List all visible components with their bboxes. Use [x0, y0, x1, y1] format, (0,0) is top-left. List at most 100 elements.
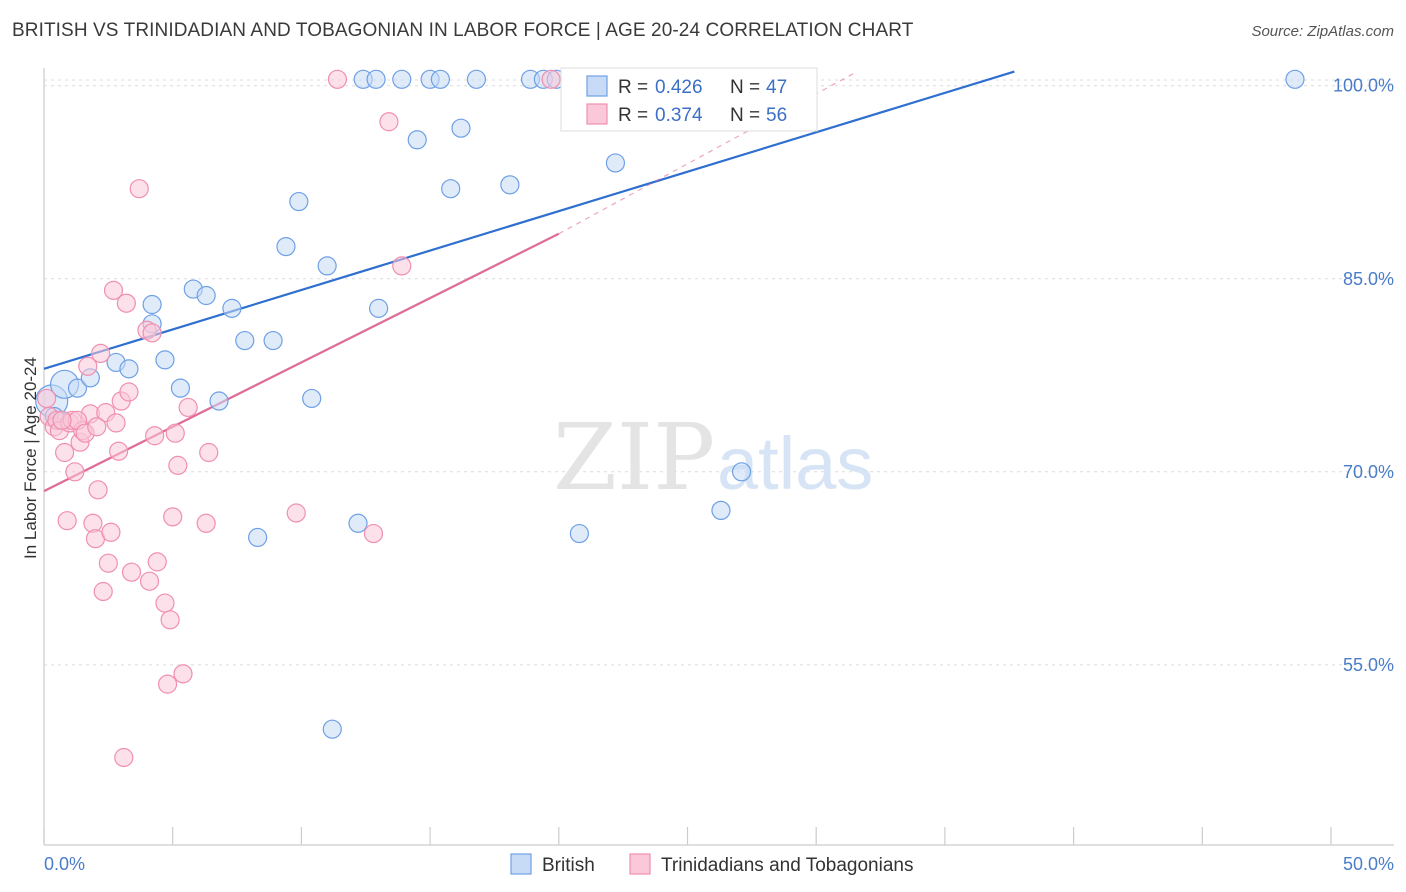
data-point-british — [317, 256, 337, 276]
chart-title: BRITISH VS TRINIDADIAN AND TOBAGONIAN IN… — [12, 20, 914, 41]
legend-n-value: 56 — [766, 105, 787, 126]
data-point-trinidadian — [157, 674, 178, 694]
data-point-british — [276, 236, 296, 257]
y-tick-label: 55.0% — [1343, 655, 1394, 675]
axes — [43, 68, 1394, 846]
data-point-trinidadian — [121, 562, 142, 582]
data-point-british — [731, 462, 752, 482]
data-point-british — [170, 378, 191, 398]
data-point-british — [451, 118, 471, 138]
trend-line-british — [43, 70, 1015, 370]
data-point-trinidadian — [36, 388, 57, 409]
data-point-british — [392, 69, 412, 89]
watermark: ZIP atlas — [553, 404, 873, 511]
data-point-trinidadian — [88, 480, 108, 500]
data-point-british — [209, 391, 229, 411]
data-point-british — [235, 330, 255, 351]
data-point-british — [322, 719, 342, 739]
data-point-british — [466, 69, 487, 89]
legend-n-label: N = — [730, 105, 760, 126]
data-point-trinidadian — [196, 513, 216, 533]
chart-source: Source: ZipAtlas.com — [1251, 23, 1394, 40]
data-point-trinidadian — [155, 593, 175, 613]
data-point-trinidadian — [199, 442, 219, 463]
data-point-british — [569, 523, 589, 544]
data-point-trinidadian — [173, 664, 193, 684]
data-point-trinidadian — [327, 69, 348, 89]
series-legend-label: Trinidadians and Tobagonians — [661, 855, 913, 876]
data-point-trinidadian — [101, 522, 121, 542]
data-point-british — [366, 69, 386, 89]
legend-r-value: 0.374 — [655, 105, 703, 126]
data-point-trinidadian — [286, 503, 306, 523]
data-point-british — [248, 527, 268, 548]
legend-r-label: R = — [618, 105, 648, 126]
watermark-zip: ZIP — [553, 404, 715, 511]
data-point-british — [119, 359, 139, 379]
data-point-trinidadian — [392, 256, 412, 276]
legend-r-value: 0.426 — [655, 77, 703, 98]
data-point-trinidadian — [109, 441, 129, 461]
series-legend-label: British — [542, 855, 595, 876]
data-point-british — [605, 153, 626, 173]
data-point-british — [263, 330, 283, 351]
data-point-british — [222, 298, 242, 318]
series-legend-swatch — [629, 853, 651, 875]
y-tick-label: 70.0% — [1343, 462, 1394, 482]
data-point-trinidadian — [541, 69, 561, 89]
data-point-trinidadian — [168, 455, 188, 475]
data-point-trinidadian — [363, 523, 384, 544]
data-point-trinidadian — [114, 747, 134, 768]
y-axis-label: In Labor Force | Age 20-24 — [21, 357, 40, 559]
data-point-trinidadian — [178, 397, 198, 418]
data-point-trinidadian — [52, 410, 72, 430]
legend-n-value: 47 — [766, 77, 787, 98]
data-point-trinidadian — [93, 581, 113, 602]
data-point-trinidadian — [106, 413, 126, 433]
data-point-trinidadian — [165, 423, 185, 443]
y-tick-label: 85.0% — [1343, 269, 1394, 289]
data-point-british — [407, 130, 427, 150]
data-point-trinidadian — [147, 552, 167, 572]
data-point-british — [441, 179, 461, 199]
data-point-trinidadian — [91, 343, 111, 364]
data-point-british — [289, 191, 309, 212]
data-point-british — [1285, 69, 1305, 89]
data-point-trinidadian — [65, 462, 85, 482]
data-point-british — [430, 69, 450, 89]
data-point-british — [348, 513, 368, 533]
data-point-trinidadian — [145, 426, 165, 446]
data-point-british — [67, 378, 88, 398]
data-point-trinidadian — [163, 507, 183, 527]
x-tick-label-right: 50.0% — [1343, 854, 1394, 874]
data-point-trinidadian — [119, 382, 139, 402]
legend-swatch — [586, 103, 608, 125]
data-point-trinidadian — [57, 511, 77, 531]
data-point-british — [711, 500, 731, 521]
data-point-trinidadian — [98, 553, 118, 573]
data-point-trinidadian — [116, 293, 136, 313]
data-point-trinidadian — [142, 323, 162, 343]
legend-swatch — [586, 75, 608, 97]
data-point-british — [196, 285, 216, 306]
data-point-trinidadian — [129, 179, 149, 199]
tick-labels: 100.0% 85.0% 70.0% 55.0% 0.0% 50.0% — [44, 76, 1394, 874]
data-point-british — [302, 388, 322, 409]
data-point-british — [142, 294, 162, 315]
y-tick-label: 100.0% — [1333, 76, 1394, 96]
data-point-trinidadian — [139, 571, 160, 591]
data-point-trinidadian — [160, 610, 180, 630]
data-point-british — [369, 298, 389, 318]
x-tick-label-left: 0.0% — [44, 854, 85, 874]
legend-r-label: R = — [618, 77, 648, 98]
series-legend: British Trinidadians and Tobagonians — [510, 853, 913, 876]
correlation-legend: R = 0.426 N = 47 R = 0.374 N = 56 — [560, 67, 818, 132]
data-point-trinidadian — [78, 356, 98, 376]
legend-n-label: N = — [730, 77, 760, 98]
grid-lines — [44, 79, 1394, 666]
data-point-british — [500, 175, 520, 195]
series-legend-swatch — [510, 853, 532, 875]
data-point-trinidadian — [103, 280, 124, 300]
trend-line-trinidadian — [43, 232, 560, 493]
